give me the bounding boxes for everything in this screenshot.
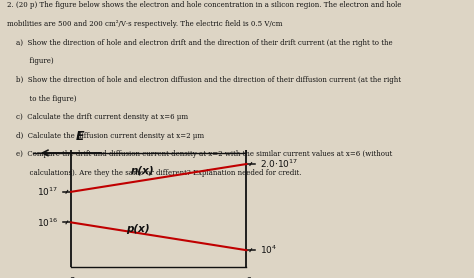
Text: $10^{4}$: $10^{4}$ [260,244,277,256]
Text: 2. (20 p) The figure below shows the electron and hole concentration in a silico: 2. (20 p) The figure below shows the ele… [7,1,401,9]
Text: mobilities are 500 and 200 cm²/V·s respectively. The electric field is 0.5 V/cm: mobilities are 500 and 200 cm²/V·s respe… [7,20,283,28]
Text: x = 6μm: x = 6μm [227,277,266,278]
Text: E: E [76,130,84,143]
Text: p(x): p(x) [126,224,149,234]
Text: to the figure): to the figure) [7,95,77,103]
Text: b)  Show the direction of hole and electron diffusion and the direction of their: b) Show the direction of hole and electr… [7,76,401,84]
Text: e)  Compare the drift and diffusion current density at x=2 with the similar curr: e) Compare the drift and diffusion curre… [7,150,392,158]
Text: calculations). Are they the same or different? Explanation needed for credit.: calculations). Are they the same or diff… [7,169,301,177]
Text: $10^{16}$: $10^{16}$ [36,216,58,229]
Text: $2.0{\cdot}10^{17}$: $2.0{\cdot}10^{17}$ [260,158,298,170]
Text: a)  Show the direction of hole and electron drift and the direction of their dri: a) Show the direction of hole and electr… [7,39,393,47]
Text: n(x): n(x) [130,165,154,175]
Text: figure): figure) [7,57,54,65]
Text: d)  Calculate the diffusion current density at x=2 μm: d) Calculate the diffusion current densi… [7,132,204,140]
Text: $10^{17}$: $10^{17}$ [37,186,58,198]
Text: x = 2μm: x = 2μm [52,277,91,278]
Text: c)  Calculate the drift current density at x=6 μm: c) Calculate the drift current density a… [7,113,188,121]
